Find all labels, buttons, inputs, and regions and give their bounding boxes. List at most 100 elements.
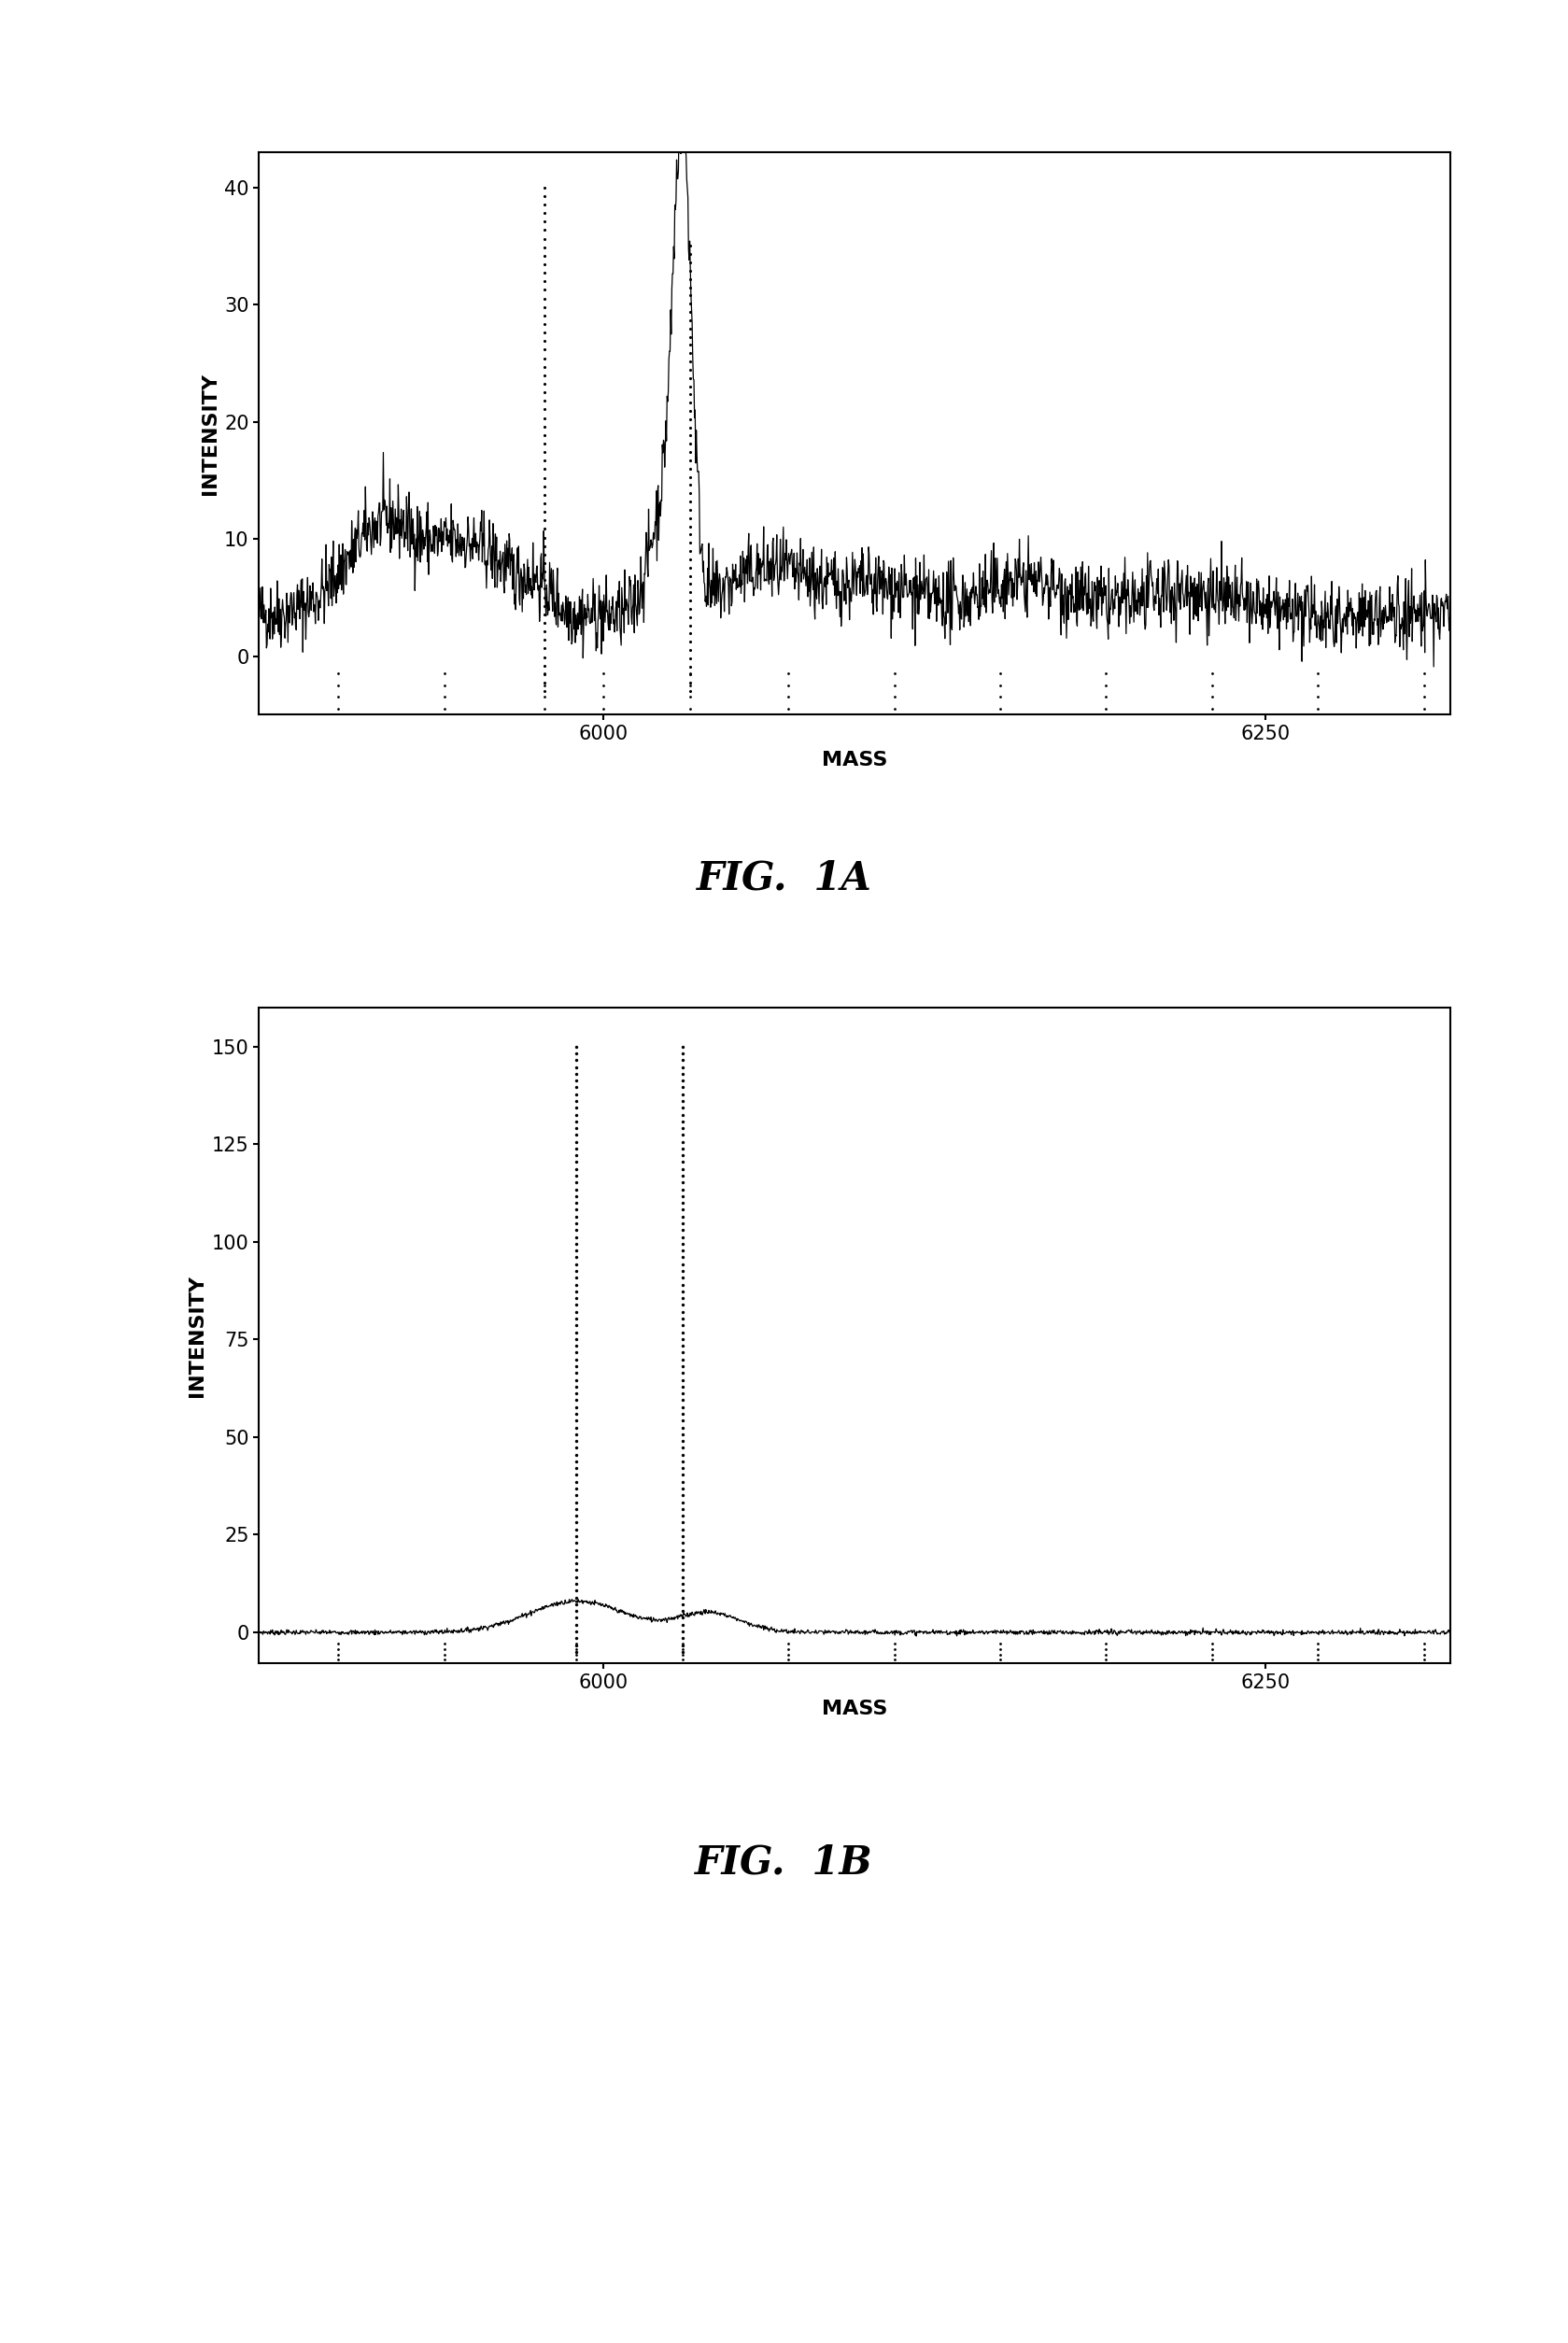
Point [564,1408,590,1446]
Point [564,1422,590,1460]
Point [532,492,557,530]
Point [431,1631,456,1668]
Point [564,1429,590,1467]
Point [677,492,702,530]
Point [670,1457,695,1495]
Point [564,1347,590,1385]
Point [677,656,702,694]
Point [532,679,557,717]
Point [564,1293,590,1331]
Point [670,1347,695,1385]
Point [677,574,702,612]
Point [532,279,557,316]
Point [677,459,702,497]
Point [677,565,702,602]
Point [677,607,702,644]
Point [564,1476,590,1514]
Point [677,401,702,438]
Point [564,1572,590,1610]
Point [881,665,906,703]
Point [564,1279,590,1317]
Point [670,1605,695,1642]
Point [670,1633,695,1671]
Point [1093,691,1118,729]
Point [677,368,702,405]
Point [532,485,557,522]
Point [532,169,557,206]
Point [670,1422,695,1460]
Y-axis label: INTENSITY: INTENSITY [201,373,220,494]
Point [532,665,557,703]
Point [532,553,557,590]
Point [670,1179,695,1216]
Point [564,1530,590,1567]
Point [988,1631,1013,1668]
Point [564,1612,590,1649]
Point [670,1036,695,1073]
Point [677,293,702,330]
Point [677,640,702,677]
Point [564,1097,590,1134]
Point [532,262,557,300]
Point [670,1525,695,1563]
Point [677,679,702,717]
Point [670,1368,695,1406]
Point [670,1082,695,1120]
Point [670,1340,695,1378]
Point [564,1605,590,1642]
Point [564,1183,590,1221]
Point [532,443,557,480]
Point [532,424,557,462]
Point [564,1314,590,1352]
Point [532,647,557,684]
Point [1306,679,1331,717]
Point [670,1530,695,1567]
Point [431,1640,456,1678]
Point [532,272,557,309]
Point [670,1354,695,1392]
Point [670,1619,695,1657]
Point [532,349,557,387]
Point [1093,1631,1118,1668]
Point [564,1631,590,1668]
Point [677,672,702,710]
Point [670,1211,695,1249]
Point [532,417,557,455]
Point [532,253,557,291]
Point [677,476,702,513]
Point [988,1640,1013,1678]
Point [591,665,616,703]
Point [532,366,557,403]
Point [670,1333,695,1371]
Point [670,1518,695,1556]
Point [532,305,557,342]
Point [1200,1640,1225,1678]
Point [670,1579,695,1617]
Point [677,656,702,694]
Point [564,1558,590,1596]
Point [677,614,702,651]
Point [1200,679,1225,717]
Point [532,656,557,694]
Point [670,1279,695,1317]
Point [564,1251,590,1289]
Point [677,499,702,537]
Point [431,1626,456,1664]
Point [532,459,557,497]
Point [988,1626,1013,1664]
Point [326,1626,351,1664]
Point [670,1586,695,1624]
Point [881,1626,906,1664]
Point [670,1593,695,1631]
Point [564,1211,590,1249]
Point [776,691,801,729]
Point [677,302,702,340]
Point [564,1108,590,1146]
Point [532,220,557,258]
Point [1093,1626,1118,1664]
Point [677,375,702,412]
Point [677,326,702,363]
Point [670,1104,695,1141]
Point [564,1054,590,1092]
Point [670,1375,695,1413]
